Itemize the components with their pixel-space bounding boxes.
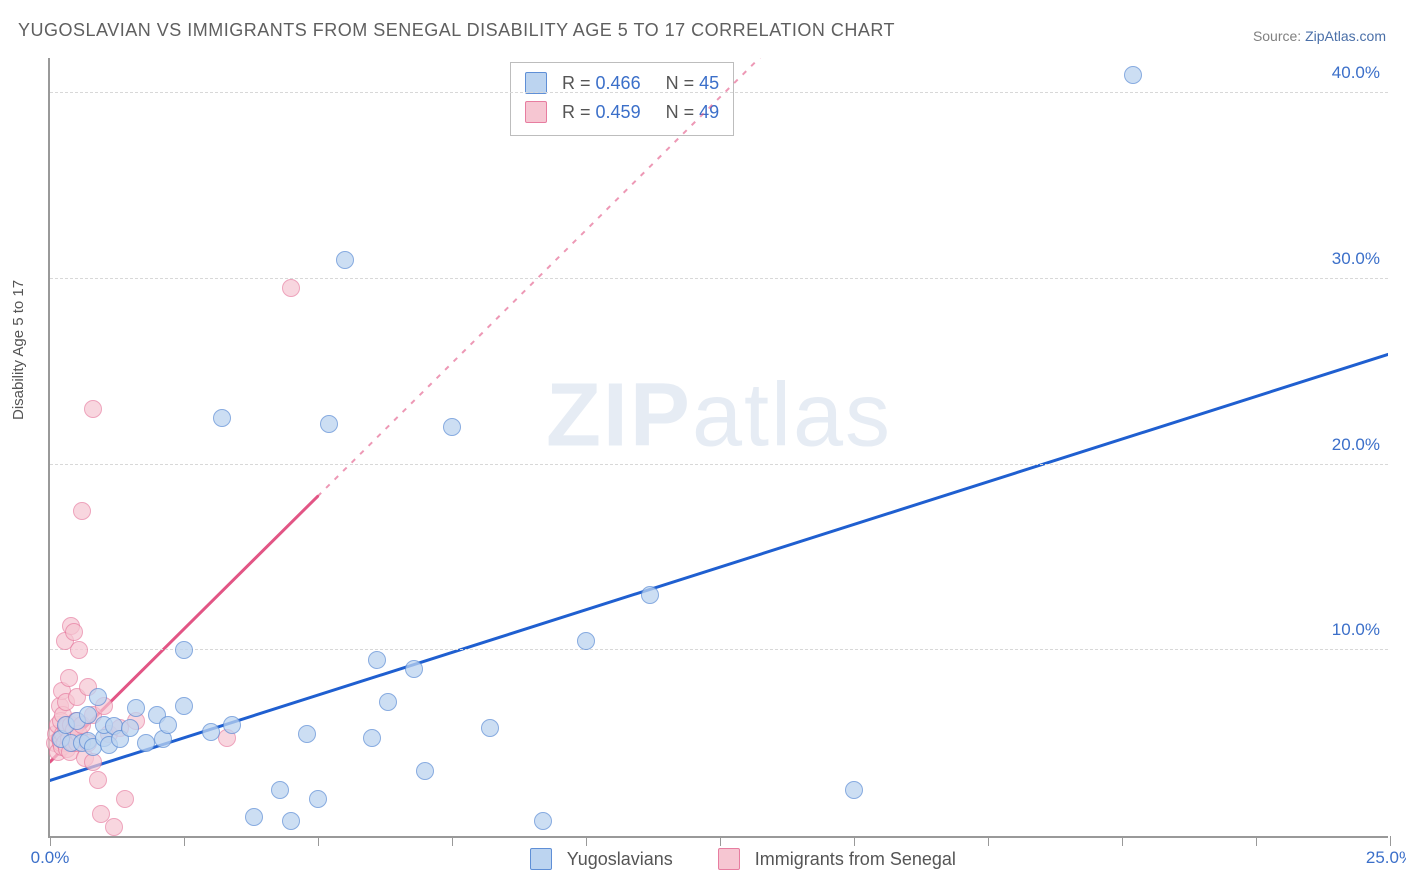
yugoslavians-marker (368, 651, 386, 669)
legend-series: Yugoslavians Immigrants from Senegal (530, 848, 996, 870)
yugoslavians-marker (320, 415, 338, 433)
legend-stats-senegal: R = 0.459 N = 49 (525, 98, 719, 127)
yugoslavians-marker (245, 808, 263, 826)
yugoslavians-marker (89, 688, 107, 706)
swatch-senegal-icon (718, 848, 740, 870)
senegal-marker (70, 641, 88, 659)
legend-stats-yugoslavians: R = 0.466 N = 45 (525, 69, 719, 98)
y-tick-label: 20.0% (1332, 435, 1380, 455)
yugoslavians-marker (1124, 66, 1142, 84)
source-label: Source: (1253, 28, 1305, 44)
yugoslavians-marker (202, 723, 220, 741)
yugoslavians-marker (416, 762, 434, 780)
x-tick (452, 836, 453, 846)
swatch-senegal (525, 101, 547, 123)
swatch-yugoslavians (525, 72, 547, 94)
gridline (50, 278, 1388, 279)
yugoslavians-marker (223, 716, 241, 734)
yugoslavians-marker (379, 693, 397, 711)
yugoslavians-marker (363, 729, 381, 747)
senegal-marker (60, 669, 78, 687)
y-tick-label: 30.0% (1332, 249, 1380, 269)
yugoslavians-marker (213, 409, 231, 427)
y-tick-label: 10.0% (1332, 620, 1380, 640)
y-axis-label: Disability Age 5 to 17 (10, 280, 27, 420)
legend-stats: R = 0.466 N = 45 R = 0.459 N = 49 (510, 62, 734, 136)
watermark: ZIPatlas (546, 364, 892, 467)
senegal-marker (65, 623, 83, 641)
senegal-marker (282, 279, 300, 297)
x-tick (720, 836, 721, 846)
x-tick (50, 836, 51, 846)
yugoslavians-marker (845, 781, 863, 799)
legend-item-yugoslavians: Yugoslavians (530, 849, 678, 869)
trend-lines (50, 58, 1388, 836)
yugoslavians-marker (481, 719, 499, 737)
yugoslavians-marker (298, 725, 316, 743)
x-tick (854, 836, 855, 846)
senegal-marker (116, 790, 134, 808)
x-tick (988, 836, 989, 846)
yugoslavians-marker (127, 699, 145, 717)
plot-area: ZIPatlas R = 0.466 N = 45 R = 0.459 N = … (48, 58, 1388, 838)
yugoslavians-marker (577, 632, 595, 650)
yugoslavians-marker (336, 251, 354, 269)
senegal-marker (105, 818, 123, 836)
x-tick-label: 25.0% (1366, 848, 1406, 868)
yugoslavians-marker (443, 418, 461, 436)
senegal-marker (84, 400, 102, 418)
yugoslavians-marker (271, 781, 289, 799)
x-tick (1256, 836, 1257, 846)
source-attribution: Source: ZipAtlas.com (1253, 28, 1386, 44)
swatch-yugoslavians-icon (530, 848, 552, 870)
yugoslavians-marker (641, 586, 659, 604)
senegal-marker (73, 502, 91, 520)
yugoslavians-marker (534, 812, 552, 830)
yugoslavians-marker (175, 697, 193, 715)
x-tick (1390, 836, 1391, 846)
yugoslavians-marker (79, 706, 97, 724)
yugoslavians-marker (282, 812, 300, 830)
yugoslavians-marker (405, 660, 423, 678)
yugoslavians-marker (159, 716, 177, 734)
x-tick (1122, 836, 1123, 846)
senegal-marker (89, 771, 107, 789)
chart-title: YUGOSLAVIAN VS IMMIGRANTS FROM SENEGAL D… (18, 20, 895, 41)
yugoslavians-marker (309, 790, 327, 808)
x-tick-label: 0.0% (31, 848, 70, 868)
correlation-chart: YUGOSLAVIAN VS IMMIGRANTS FROM SENEGAL D… (0, 0, 1406, 892)
yugoslavians-marker (121, 719, 139, 737)
gridline (50, 92, 1388, 93)
legend-item-senegal: Immigrants from Senegal (718, 849, 956, 869)
y-tick-label: 40.0% (1332, 63, 1380, 83)
source-link[interactable]: ZipAtlas.com (1305, 28, 1386, 44)
x-tick (318, 836, 319, 846)
yugoslavians-marker (175, 641, 193, 659)
gridline (50, 464, 1388, 465)
gridline (50, 649, 1388, 650)
x-tick (184, 836, 185, 846)
x-tick (586, 836, 587, 846)
